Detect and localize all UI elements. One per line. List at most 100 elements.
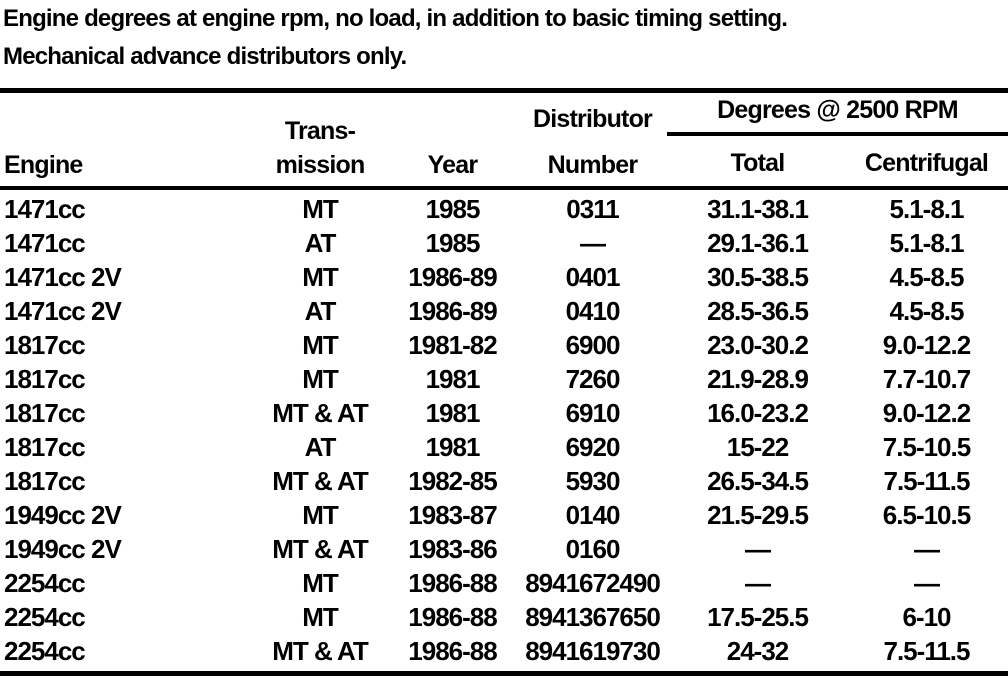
total-degrees-cell: 21.9-28.9 [707, 364, 809, 394]
total-degrees-header: Total [730, 149, 786, 177]
engine-cell: 1817cc [4, 330, 86, 360]
total-degrees-cell: 28.5-36.5 [707, 296, 809, 326]
engine-cell: 1817cc [4, 398, 86, 428]
engine-cell: 1471cc [4, 194, 86, 224]
centrifugal-degrees-cell: 4.5-8.5 [889, 296, 965, 326]
table-top-rule [0, 88, 1008, 93]
distributor-number-cell: 5930 [565, 466, 621, 496]
distributor-number-cell: 0311 [566, 194, 619, 224]
year-cell: 1981 [425, 432, 481, 462]
intro-line-1: Engine degrees at engine rpm, no load, i… [3, 5, 788, 32]
transmission-cell: MT [302, 500, 339, 530]
distributor-header-line1: Distributor [533, 105, 653, 133]
table-row: 2254cc MT & AT 1986-88 8941619730 24-32 … [0, 634, 1008, 668]
transmission-cell: MT [302, 568, 339, 598]
year-cell: 1986-88 [408, 602, 497, 632]
distributor-number-cell: 6910 [565, 398, 621, 428]
total-degrees-cell: 15-22 [726, 432, 790, 462]
distributor-number-cell: 8941672490 [525, 568, 661, 598]
centrifugal-degrees-header: Centrifugal [864, 149, 989, 177]
distributor-number-cell: 0410 [565, 296, 621, 326]
engine-cell: 2254cc [4, 636, 86, 666]
engine-cell: 1471cc 2V [4, 262, 122, 292]
centrifugal-degrees-cell: — [914, 534, 940, 564]
centrifugal-degrees-cell: 5.1-8.1 [889, 194, 965, 224]
transmission-cell: MT & AT [272, 398, 369, 428]
distributor-number-cell: 8941367650 [525, 602, 661, 632]
year-cell: 1986-88 [408, 568, 497, 598]
distributor-number-cell: — [580, 228, 606, 258]
centrifugal-degrees-cell: 9.0-12.2 [882, 330, 971, 360]
engine-cell: 1471cc 2V [4, 296, 122, 326]
total-degrees-cell: — [745, 534, 771, 564]
year-header: Year [427, 151, 478, 179]
engine-cell: 1949cc 2V [4, 534, 122, 564]
engine-cell: 2254cc [4, 568, 86, 598]
total-degrees-cell: 21.5-29.5 [707, 500, 809, 530]
transmission-cell: MT & AT [272, 466, 369, 496]
centrifugal-degrees-cell: — [914, 568, 940, 598]
table-row: 1817cc MT & AT 1982-85 5930 26.5-34.5 7.… [0, 464, 1008, 498]
year-cell: 1983-87 [408, 500, 497, 530]
year-cell: 1982-85 [408, 466, 497, 496]
transmission-cell: MT [302, 194, 339, 224]
year-cell: 1986-88 [408, 636, 497, 666]
total-degrees-cell: 26.5-34.5 [707, 466, 809, 496]
year-cell: 1986-89 [408, 262, 497, 292]
transmission-cell: AT [304, 296, 337, 326]
total-degrees-cell: 24-32 [726, 636, 790, 666]
engine-cell: 1817cc [4, 364, 86, 394]
year-cell: 1985 [425, 228, 481, 258]
transmission-cell: MT [302, 330, 339, 360]
distributor-number-cell: 6920 [565, 432, 621, 462]
transmission-cell: MT [302, 364, 339, 394]
transmission-cell: MT [302, 602, 339, 632]
centrifugal-degrees-cell: 5.1-8.1 [889, 228, 965, 258]
distributor-number-cell: 0401 [565, 262, 621, 292]
distributor-number-cell: 0160 [565, 534, 621, 564]
table-row: 1817cc MT 1981-82 6900 23.0-30.2 9.0-12.… [0, 328, 1008, 362]
table-row: 1949cc 2V MT & AT 1983-86 0160 — — [0, 532, 1008, 566]
total-degrees-cell: 30.5-38.5 [707, 262, 809, 292]
distributor-header-line2: Number [547, 151, 638, 179]
table-bottom-rule [0, 671, 1008, 676]
distributor-number-cell: 7260 [565, 364, 621, 394]
total-degrees-cell: 31.1-38.1 [707, 194, 809, 224]
table-row: 1949cc 2V MT 1983-87 0140 21.5-29.5 6.5-… [0, 498, 1008, 532]
engine-cell: 1471cc [4, 228, 86, 258]
table-row: 1471cc MT 1985 0311 31.1-38.1 5.1-8.1 [0, 192, 1008, 226]
centrifugal-degrees-cell: 6-10 [902, 602, 951, 632]
centrifugal-degrees-cell: 7.5-11.5 [883, 466, 971, 496]
year-cell: 1981-82 [408, 330, 497, 360]
centrifugal-degrees-cell: 4.5-8.5 [889, 262, 965, 292]
engine-cell: 1949cc 2V [4, 500, 122, 530]
total-degrees-cell: 23.0-30.2 [707, 330, 809, 360]
table-row: 1817cc AT 1981 6920 15-22 7.5-10.5 [0, 430, 1008, 464]
transmission-cell: MT & AT [272, 636, 369, 666]
year-cell: 1981 [425, 398, 481, 428]
year-cell: 1981 [425, 364, 481, 394]
transmission-cell: MT & AT [272, 534, 369, 564]
year-cell: 1986-89 [408, 296, 497, 326]
engine-cell: 2254cc [4, 602, 86, 632]
transmission-header-line2: mission [275, 151, 366, 179]
engine-cell: 1817cc [4, 432, 86, 462]
total-degrees-cell: 29.1-36.1 [707, 228, 809, 258]
intro-line-2: Mechanical advance distributors only. [3, 43, 407, 70]
centrifugal-degrees-cell: 6.5-10.5 [882, 500, 971, 530]
centrifugal-degrees-cell: 7.5-11.5 [883, 636, 971, 666]
total-degrees-cell: 17.5-25.5 [707, 602, 809, 632]
distributor-number-cell: 6900 [565, 330, 621, 360]
table-header-rule [0, 186, 1008, 190]
table-row: 2254cc MT 1986-88 8941672490 — — [0, 566, 1008, 600]
table-row: 2254cc MT 1986-88 8941367650 17.5-25.5 6… [0, 600, 1008, 634]
engine-header: Engine [4, 151, 83, 179]
table-row: 1471cc 2V MT 1986-89 0401 30.5-38.5 4.5-… [0, 260, 1008, 294]
degrees-group-header: Degrees @ 2500 RPM [667, 98, 1008, 136]
engine-cell: 1817cc [4, 466, 86, 496]
year-cell: 1983-86 [408, 534, 497, 564]
transmission-cell: AT [304, 432, 337, 462]
table-row: 1817cc MT & AT 1981 6910 16.0-23.2 9.0-1… [0, 396, 1008, 430]
transmission-header-line1: Trans- [284, 117, 356, 145]
